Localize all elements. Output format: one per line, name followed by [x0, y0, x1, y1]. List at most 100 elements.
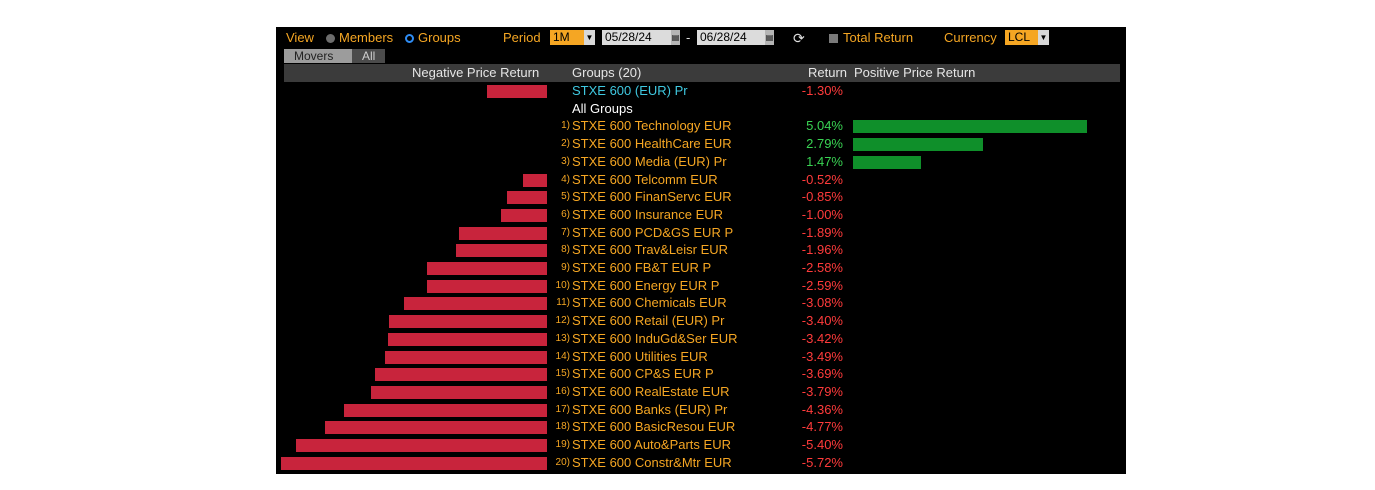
all-groups-label: All Groups	[572, 100, 633, 116]
group-name: STXE 600 Banks (EUR) Pr	[572, 401, 728, 417]
group-return: -3.49%	[801, 348, 843, 364]
group-row[interactable]: 15) STXE 600 CP&S EUR P -3.69%	[276, 365, 1126, 383]
group-return: -3.79%	[801, 383, 843, 399]
group-return: -3.69%	[801, 366, 843, 382]
group-row[interactable]: 16) STXE 600 RealEstate EUR -3.79%	[276, 383, 1126, 401]
negative-return-bar	[388, 315, 547, 329]
group-name: STXE 600 Telcomm EUR	[572, 171, 718, 187]
groups-column-header[interactable]: Groups (20)	[572, 65, 642, 80]
group-rank: 14)	[555, 350, 570, 362]
group-name: STXE 600 FinanServc EUR	[572, 189, 732, 205]
start-date-field[interactable]: 05/28/24	[602, 30, 674, 45]
group-return: -1.96%	[801, 242, 843, 258]
negative-return-bar	[459, 226, 547, 240]
group-rank: 9)	[561, 262, 570, 273]
group-row[interactable]: 6) STXE 600 Insurance EUR -1.00%	[276, 206, 1126, 224]
total-return-label: Total Return	[843, 30, 914, 45]
group-row[interactable]: 8) STXE 600 Trav&Leisr EUR -1.96%	[276, 241, 1126, 259]
group-name: STXE 600 Trav&Leisr EUR	[572, 242, 729, 258]
start-calendar-icon[interactable]: ▤	[671, 30, 680, 45]
group-row[interactable]: 18) STXE 600 BasicResou EUR -4.77%	[276, 418, 1126, 436]
group-row[interactable]: 17) STXE 600 Banks (EUR) Pr -4.36%	[276, 401, 1126, 419]
group-rank: 15)	[555, 368, 570, 380]
end-calendar-icon[interactable]: ▤	[765, 30, 774, 45]
positive-column-header: Positive Price Return	[854, 65, 976, 80]
negative-column-header: Negative Price Return	[412, 65, 540, 80]
group-rank: 20)	[555, 456, 570, 468]
group-row[interactable]: 1) STXE 600 Technology EUR 5.04%	[276, 117, 1126, 135]
group-row[interactable]: 10) STXE 600 Energy EUR P -2.59%	[276, 277, 1126, 295]
group-rank: 4)	[561, 173, 570, 185]
group-return: 5.04%	[806, 118, 843, 134]
radio-off-icon	[326, 34, 335, 43]
group-rank: 7)	[561, 226, 570, 238]
group-return: -1.00%	[801, 206, 843, 222]
negative-return-bar	[500, 208, 547, 222]
group-return: -2.58%	[801, 260, 843, 275]
group-row[interactable]: 19) STXE 600 Auto&Parts EUR -5.40%	[276, 436, 1126, 454]
group-name: STXE 600 InduGd&Ser EUR	[572, 330, 738, 346]
group-row[interactable]: 5) STXE 600 FinanServc EUR -0.85%	[276, 188, 1126, 206]
group-row[interactable]: 13) STXE 600 InduGd&Ser EUR -3.42%	[276, 330, 1126, 348]
period-label: Period	[503, 30, 541, 45]
groups-radio[interactable]: Groups	[405, 30, 461, 46]
benchmark-name: STXE 600 (EUR) Pr	[572, 83, 688, 98]
group-rank: 13)	[555, 332, 570, 344]
negative-return-bar	[403, 297, 547, 311]
group-rank: 8)	[561, 244, 570, 256]
group-return: 1.47%	[806, 153, 843, 169]
group-name: STXE 600 PCD&GS EUR P	[572, 224, 734, 240]
group-rank: 17)	[555, 403, 570, 415]
negative-return-bar	[427, 262, 547, 275]
group-return: -2.59%	[801, 277, 843, 293]
group-return: -3.08%	[801, 295, 843, 311]
refresh-icon[interactable]: ⟳	[793, 30, 805, 46]
return-column-header[interactable]: Return	[808, 65, 848, 80]
group-return: -0.52%	[801, 171, 843, 187]
group-name: STXE 600 Retail (EUR) Pr	[572, 313, 725, 329]
currency-dropdown-icon[interactable]: ▼	[1038, 30, 1049, 45]
positive-return-bar	[853, 155, 922, 169]
negative-return-bar	[507, 191, 547, 205]
group-row[interactable]: 2) STXE 600 HealthCare EUR 2.79%	[276, 135, 1126, 153]
group-return: -5.72%	[801, 454, 843, 470]
column-header: Negative Price Return Groups (20) Return…	[284, 64, 1120, 82]
group-rank: 19)	[555, 439, 570, 450]
group-rank: 6)	[561, 208, 570, 220]
benchmark-row[interactable]: STXE 600 (EUR) Pr -1.30%	[276, 82, 1126, 100]
all-groups-row[interactable]: All Groups	[276, 100, 1126, 118]
members-radio[interactable]: Members	[326, 30, 393, 46]
group-return: 2.79%	[806, 136, 843, 152]
group-rank: 5)	[561, 191, 570, 203]
group-rank: 16)	[555, 385, 570, 397]
currency-select[interactable]: LCL	[1005, 30, 1039, 45]
period-dropdown-icon[interactable]: ▼	[584, 30, 595, 45]
period-select[interactable]: 1M	[550, 30, 584, 45]
group-row[interactable]: 14) STXE 600 Utilities EUR -3.49%	[276, 348, 1126, 366]
group-return: -4.36%	[801, 401, 843, 417]
negative-return-bar	[370, 385, 547, 399]
group-row[interactable]: 20) STXE 600 Constr&Mtr EUR -5.72%	[276, 454, 1126, 472]
group-name: STXE 600 Energy EUR P	[572, 277, 720, 293]
tab-movers[interactable]: Movers	[284, 49, 355, 63]
total-return-checkbox[interactable]: Total Return	[829, 30, 913, 46]
group-row[interactable]: 4) STXE 600 Telcomm EUR -0.52%	[276, 171, 1126, 189]
group-name: STXE 600 Constr&Mtr EUR	[572, 454, 732, 470]
movers-window: View Members Groups Period 1M ▼ 05/28/24…	[276, 27, 1126, 474]
group-row[interactable]: 7) STXE 600 PCD&GS EUR P -1.89%	[276, 224, 1126, 242]
toolbar: View Members Groups Period 1M ▼ 05/28/24…	[276, 27, 1126, 49]
group-name: STXE 600 Utilities EUR	[572, 348, 708, 364]
group-row[interactable]: 11) STXE 600 Chemicals EUR -3.08%	[276, 294, 1126, 312]
group-row[interactable]: 9) STXE 600 FB&T EUR P -2.58%	[276, 259, 1126, 277]
negative-return-bar	[387, 332, 547, 346]
end-date-field[interactable]: 06/28/24	[697, 30, 769, 45]
checkbox-icon	[829, 34, 838, 43]
group-row[interactable]: 3) STXE 600 Media (EUR) Pr 1.47%	[276, 153, 1126, 171]
group-rank: 3)	[561, 155, 570, 167]
negative-return-bar	[522, 173, 547, 187]
tab-all[interactable]: All	[352, 49, 386, 63]
view-label: View	[286, 30, 314, 45]
group-return: -3.42%	[801, 330, 843, 346]
group-row[interactable]: 12) STXE 600 Retail (EUR) Pr -3.40%	[276, 312, 1126, 330]
group-return: -3.40%	[801, 313, 843, 329]
